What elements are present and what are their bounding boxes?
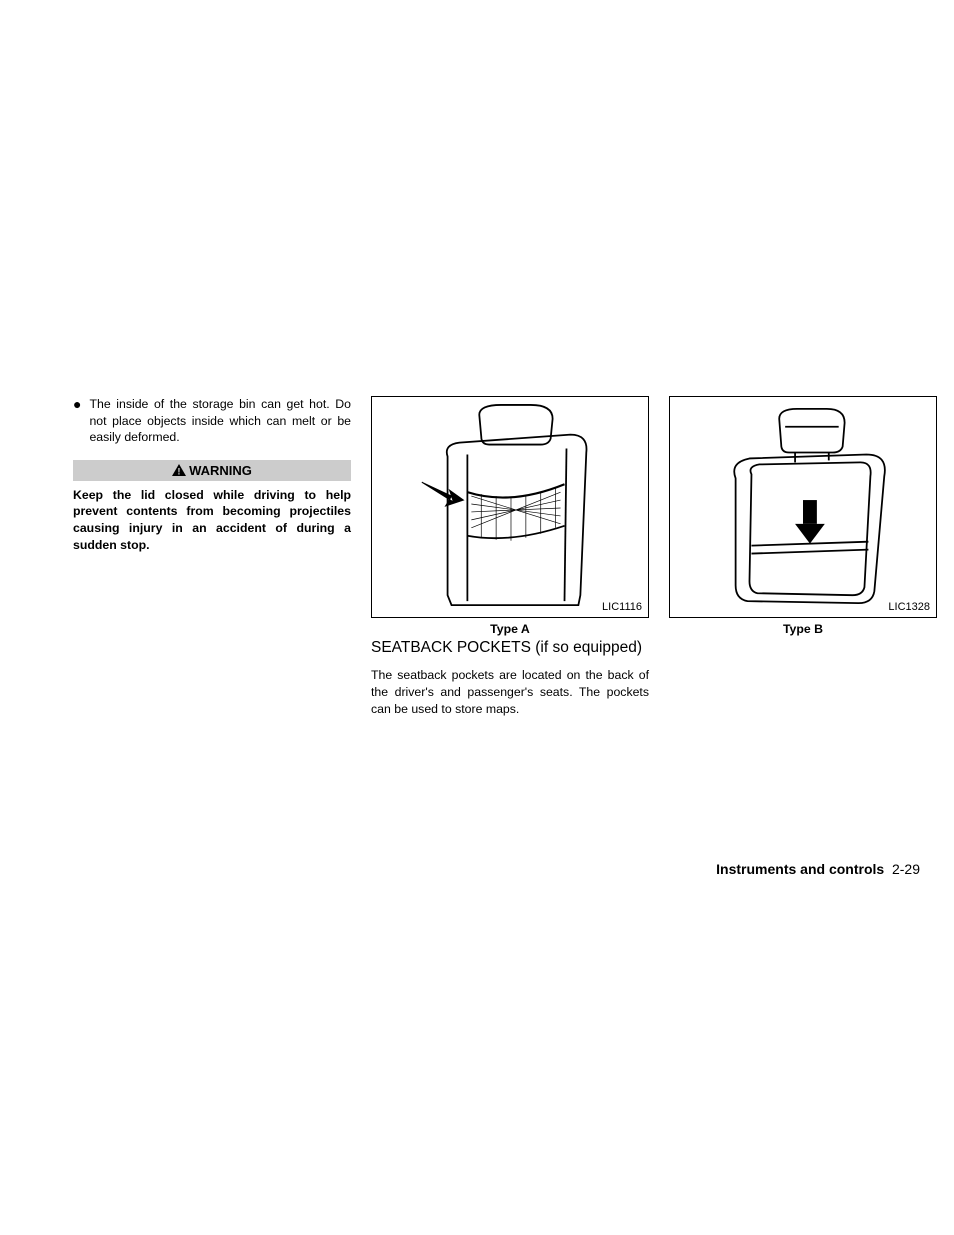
column-3: LIC1328 Type B (669, 396, 937, 717)
warning-body-text: Keep the lid closed while driving to hel… (73, 487, 351, 553)
body-paragraph: The seatback pockets are located on the … (371, 667, 649, 717)
column-2: LIC1116 Type A SEATBACK POCKETS (if so e… (371, 396, 649, 717)
footer-page-number: 2-29 (892, 861, 920, 877)
bullet-list-item: ● The inside of the storage bin can get … (73, 396, 351, 446)
warning-triangle-icon: ! (172, 464, 186, 476)
figure-code-a: LIC1116 (602, 601, 642, 613)
page-content: ● The inside of the storage bin can get … (73, 396, 920, 717)
section-heading: SEATBACK POCKETS (if so equipped) (371, 638, 649, 657)
figure-code-b: LIC1328 (888, 601, 930, 613)
figure-caption-b: Type B (669, 622, 937, 636)
column-1: ● The inside of the storage bin can get … (73, 396, 351, 717)
warning-header: ! WARNING (73, 460, 351, 481)
figure-caption-a: Type A (371, 622, 649, 636)
bullet-marker: ● (73, 397, 81, 446)
footer-section-name: Instruments and controls (716, 861, 884, 877)
svg-text:!: ! (177, 467, 180, 477)
page-footer: Instruments and controls 2-29 (716, 861, 920, 877)
bullet-text: The inside of the storage bin can get ho… (89, 396, 351, 446)
figure-type-b: LIC1328 (669, 396, 937, 618)
figure-type-a: LIC1116 (371, 396, 649, 618)
seat-illustration-a (372, 397, 648, 617)
warning-label: WARNING (189, 463, 252, 478)
seat-illustration-b (670, 397, 936, 617)
